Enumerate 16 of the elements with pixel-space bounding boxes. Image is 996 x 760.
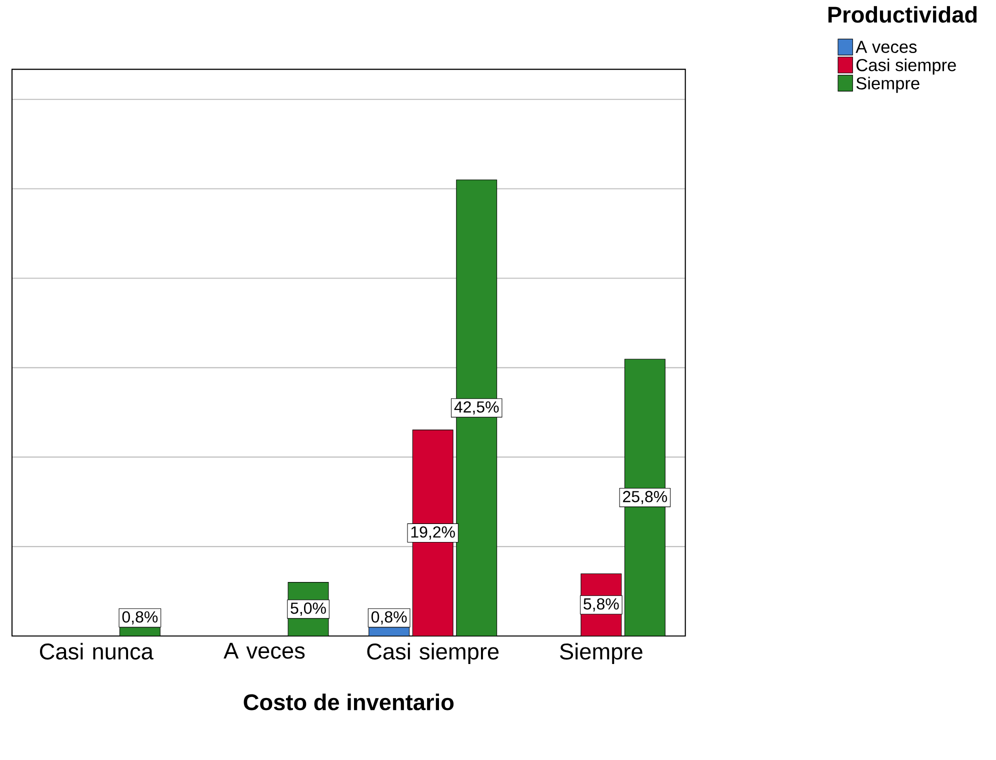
legend-title: Productividad (828, 6, 977, 23)
x-tick-label: Siempre (560, 642, 642, 664)
data-label: 42,5% (454, 401, 499, 415)
data-label: 19,2% (411, 526, 455, 540)
legend-label: Casi siempre (856, 58, 956, 75)
legend-label: A veces (856, 40, 917, 54)
data-label: 25,8% (623, 490, 668, 504)
x-tick-label: A veces (224, 642, 305, 659)
data-label: 5,0% (290, 602, 326, 616)
data-label: 0,8% (122, 611, 158, 624)
x-tick-label: Casi siempre (367, 642, 499, 664)
legend-label: Siempre (856, 76, 920, 93)
data-label: 0,8% (371, 611, 407, 624)
x-tick-label: Casi nunca (40, 642, 154, 660)
x-axis-title: Costo de inventario (244, 694, 454, 710)
data-label: 5,8% (584, 598, 619, 612)
